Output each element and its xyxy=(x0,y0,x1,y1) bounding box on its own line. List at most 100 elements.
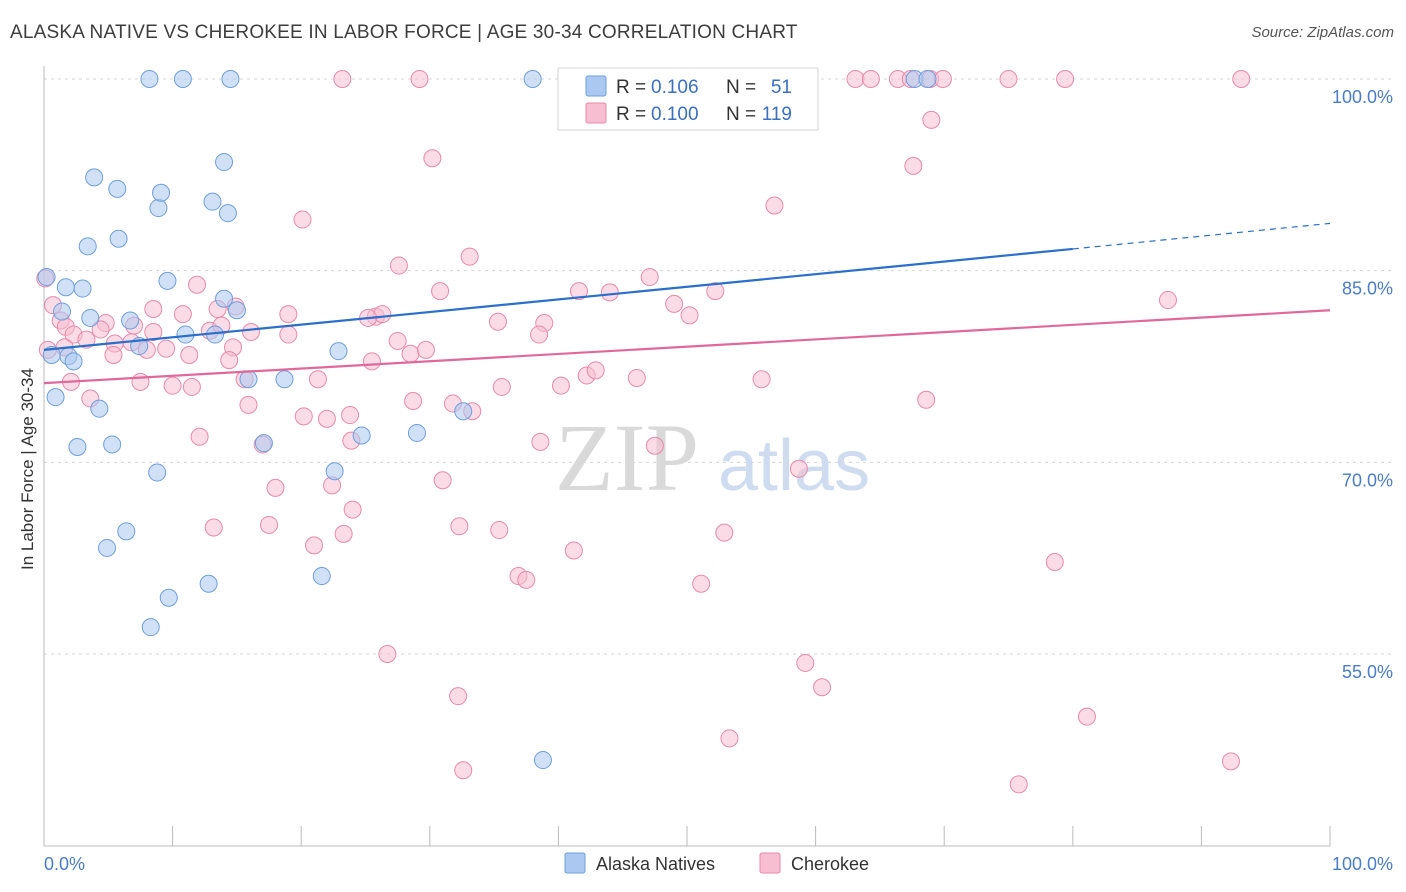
alaska-native-point xyxy=(90,399,109,418)
cherokee-point xyxy=(334,524,353,543)
cherokee-point xyxy=(317,409,336,428)
cherokee-point xyxy=(416,340,435,359)
cherokee-point xyxy=(279,305,298,324)
cherokee-point xyxy=(1045,553,1064,571)
cherokee-point xyxy=(362,352,381,371)
legend-r-label: R = xyxy=(616,104,646,125)
cherokee-point xyxy=(796,653,815,672)
cherokee-point xyxy=(260,515,279,534)
x-tick-labels: 0.0% 100.0% xyxy=(44,854,1393,874)
alaska-native-point xyxy=(454,402,473,421)
alaska-native-point xyxy=(56,278,75,297)
alaska-native-point xyxy=(523,70,542,88)
cherokee-point xyxy=(765,196,784,215)
cherokee-point xyxy=(449,687,468,706)
cherokee-point xyxy=(645,436,664,455)
alaska-native-point xyxy=(73,279,92,298)
legend-label-cherokee: Cherokee xyxy=(791,854,869,874)
cherokee-point xyxy=(715,523,734,542)
cherokee-point xyxy=(173,305,192,324)
y-tick-labels: 55.0% 70.0% 85.0% 100.0% xyxy=(1332,87,1393,682)
alaska-trend-line xyxy=(43,247,1073,351)
cherokee-point xyxy=(341,406,360,425)
cherokee-point xyxy=(450,517,469,536)
alaska-native-point xyxy=(141,618,160,637)
alaska-native-point xyxy=(148,463,167,482)
alaska-trend-extension xyxy=(1072,222,1331,250)
alaska-native-point xyxy=(158,271,177,290)
cherokee-point xyxy=(999,70,1018,88)
legend-r-value: 0.100 xyxy=(651,104,699,125)
cherokee-point xyxy=(77,330,96,349)
cherokee-point xyxy=(401,344,420,363)
cherokee-point xyxy=(531,432,550,451)
alaska-native-point xyxy=(108,179,127,198)
legend-r-value: 0.106 xyxy=(651,77,699,98)
cherokee-point xyxy=(692,574,711,593)
cherokee-point xyxy=(378,645,397,663)
y-tick-label: 85.0% xyxy=(1342,279,1393,299)
cherokee-point xyxy=(188,275,207,294)
alaska-native-point xyxy=(140,70,159,88)
alaska-native-point xyxy=(64,352,83,371)
cherokee-point xyxy=(627,369,646,387)
legend-n-label: N = xyxy=(726,77,756,98)
alaska-native-point xyxy=(215,289,234,308)
alaska-native-point xyxy=(109,229,128,248)
cherokee-point xyxy=(488,312,507,331)
legend-r-label: R = xyxy=(616,77,646,98)
cherokee-point xyxy=(789,459,808,478)
correlation-legend: R = 0.106 N = 51 R = 0.100 N = 119 xyxy=(557,67,819,131)
alaska-native-point xyxy=(239,370,258,389)
x-tick-label: 100.0% xyxy=(1332,854,1393,874)
chart-title: ALASKA NATIVE VS CHEROKEE IN LABOR FORCE… xyxy=(10,22,798,43)
alaska-native-point xyxy=(173,70,192,88)
cherokee-point xyxy=(305,536,324,555)
alaska-native-point xyxy=(46,388,65,407)
cherokee-point xyxy=(163,376,182,395)
cherokee-point xyxy=(933,70,952,88)
alaska-native-point xyxy=(85,168,104,187)
cherokee-point xyxy=(293,210,312,229)
alaska-native-point xyxy=(117,522,136,541)
cherokee-point xyxy=(144,323,163,341)
cherokee-point xyxy=(204,518,223,537)
cherokee-point xyxy=(242,323,261,341)
alaska-native-point xyxy=(329,342,348,361)
cherokee-point xyxy=(1158,291,1177,310)
cherokee-point xyxy=(680,306,699,325)
x-tick-label: 0.0% xyxy=(44,854,85,874)
cherokee-point xyxy=(404,392,423,410)
axes xyxy=(43,66,1331,847)
y-tick-label: 100.0% xyxy=(1332,87,1393,107)
cherokee-point xyxy=(266,478,285,497)
cherokee-point xyxy=(239,395,258,414)
cherokee-point xyxy=(490,521,509,540)
cherokee-point xyxy=(904,156,923,175)
cherokee-point xyxy=(279,325,298,344)
alaska-native-point xyxy=(352,426,371,445)
cherokee-point xyxy=(917,390,936,409)
trend-lines xyxy=(43,222,1331,385)
y-tick-label: 70.0% xyxy=(1342,470,1393,490)
cherokee-point xyxy=(564,541,583,560)
cherokee-point xyxy=(343,500,362,519)
cherokee-point xyxy=(720,729,739,748)
alaska-native-point xyxy=(533,751,552,770)
watermark: ZIP atlas xyxy=(555,404,870,511)
scatter-points xyxy=(36,70,1251,794)
cherokee-point xyxy=(294,407,313,426)
alaska-native-point xyxy=(78,237,97,256)
cherokee-point xyxy=(190,427,209,446)
cherokee-point xyxy=(640,268,659,287)
cherokee-point xyxy=(182,377,201,396)
y-tick-label: 55.0% xyxy=(1342,662,1393,682)
cherokee-point xyxy=(1009,775,1028,794)
alaska-native-point xyxy=(312,567,331,586)
alaska-native-point xyxy=(918,70,937,88)
cherokee-point xyxy=(104,346,123,364)
legend-n-value: 119 xyxy=(762,104,792,125)
alaska-native-point xyxy=(221,70,240,88)
cherokee-point xyxy=(180,346,199,364)
